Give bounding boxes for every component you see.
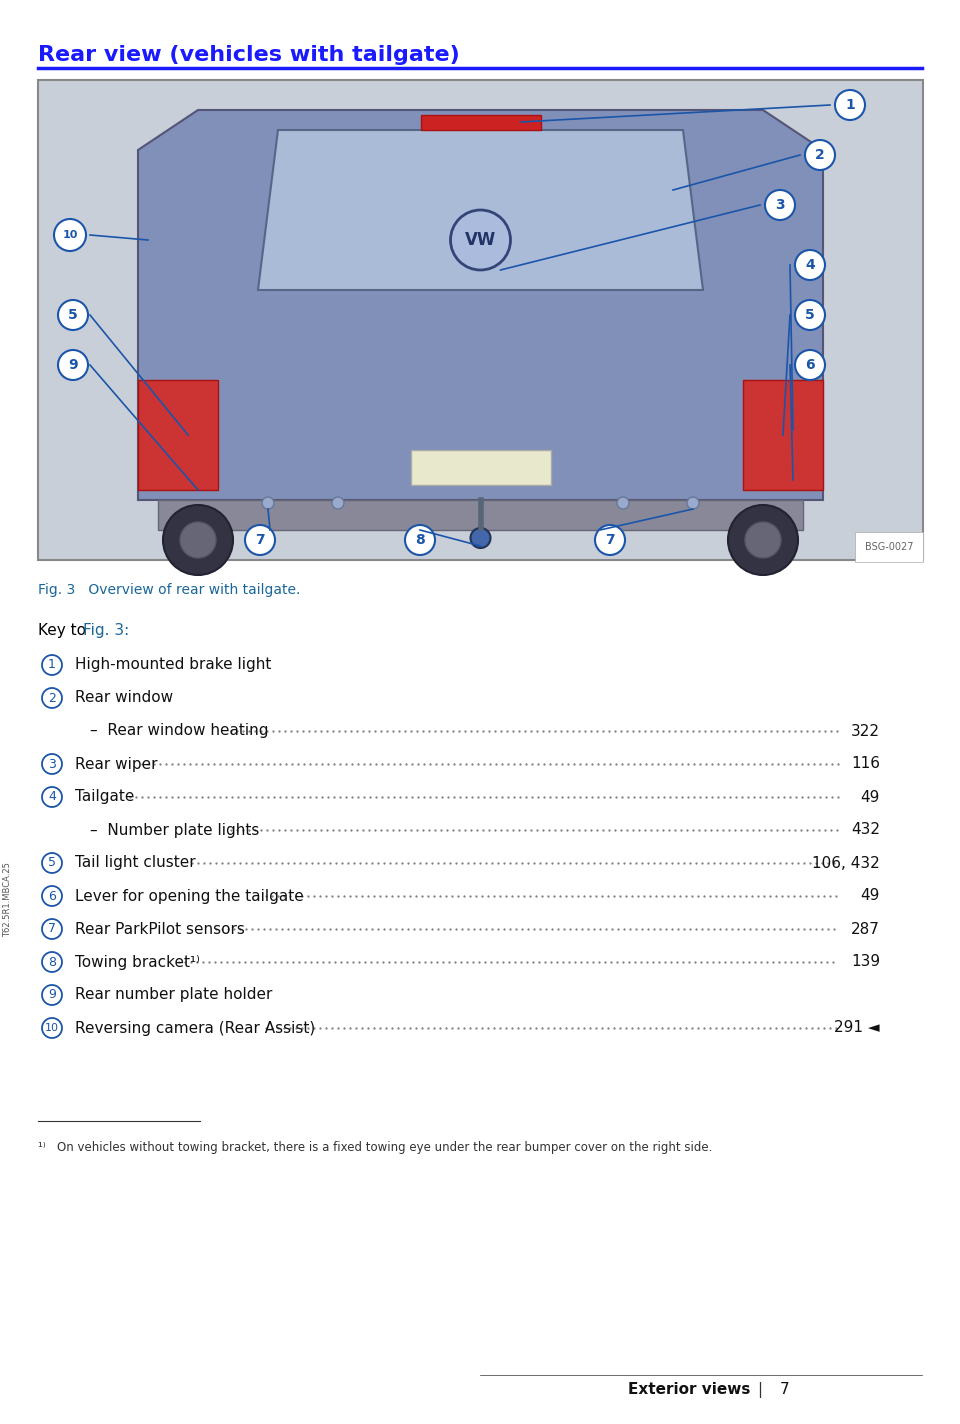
Circle shape — [180, 523, 216, 558]
Text: 7: 7 — [48, 923, 56, 936]
Circle shape — [42, 655, 62, 675]
Circle shape — [332, 497, 344, 508]
Circle shape — [262, 497, 274, 508]
Text: 139: 139 — [851, 954, 880, 970]
Text: Rear window: Rear window — [75, 691, 173, 705]
Text: 4: 4 — [48, 790, 56, 803]
Circle shape — [42, 985, 62, 1005]
Text: 7: 7 — [780, 1383, 790, 1397]
Text: 49: 49 — [860, 889, 880, 903]
Text: 106, 432: 106, 432 — [812, 856, 880, 870]
Polygon shape — [138, 110, 823, 500]
Text: 287: 287 — [852, 921, 880, 937]
Circle shape — [687, 497, 699, 508]
Text: 2: 2 — [815, 148, 825, 162]
Text: Tail light cluster: Tail light cluster — [75, 856, 196, 870]
Text: Fig. 3   Overview of rear with tailgate.: Fig. 3 Overview of rear with tailgate. — [38, 582, 300, 597]
Circle shape — [617, 497, 629, 508]
Circle shape — [58, 300, 88, 330]
Circle shape — [54, 219, 86, 251]
Text: VW: VW — [465, 231, 496, 249]
Text: 322: 322 — [851, 723, 880, 739]
Text: –  Number plate lights: – Number plate lights — [90, 823, 259, 837]
Circle shape — [765, 189, 795, 219]
Text: 3: 3 — [48, 758, 56, 770]
Text: 291 ◄: 291 ◄ — [834, 1021, 880, 1035]
Text: T62.5R1.MBCA.25: T62.5R1.MBCA.25 — [4, 863, 12, 937]
Circle shape — [795, 350, 825, 380]
Text: 8: 8 — [48, 956, 56, 968]
Text: 7: 7 — [255, 533, 265, 547]
Circle shape — [795, 300, 825, 330]
Text: Key to: Key to — [38, 622, 91, 638]
Circle shape — [470, 528, 491, 548]
FancyBboxPatch shape — [411, 450, 550, 486]
Text: 49: 49 — [860, 789, 880, 805]
FancyBboxPatch shape — [38, 80, 923, 560]
Circle shape — [795, 251, 825, 281]
Circle shape — [42, 787, 62, 807]
Text: 6: 6 — [805, 357, 815, 372]
Text: Lever for opening the tailgate: Lever for opening the tailgate — [75, 889, 303, 903]
Text: |: | — [757, 1383, 762, 1398]
Circle shape — [728, 506, 798, 575]
Circle shape — [835, 90, 865, 120]
Circle shape — [163, 506, 233, 575]
FancyBboxPatch shape — [138, 380, 218, 490]
Text: Rear view (vehicles with tailgate): Rear view (vehicles with tailgate) — [38, 46, 460, 66]
Text: 5: 5 — [68, 308, 78, 322]
Text: BSG-0027: BSG-0027 — [865, 543, 913, 553]
Text: 4: 4 — [805, 258, 815, 272]
Circle shape — [805, 140, 835, 169]
Text: 1: 1 — [48, 658, 56, 672]
Text: Rear ParkPilot sensors: Rear ParkPilot sensors — [75, 921, 245, 937]
Circle shape — [42, 918, 62, 938]
FancyBboxPatch shape — [743, 380, 823, 490]
Circle shape — [595, 525, 625, 555]
Text: 2: 2 — [48, 692, 56, 705]
Text: 10: 10 — [62, 231, 78, 241]
Text: 9: 9 — [68, 357, 78, 372]
Circle shape — [42, 953, 62, 973]
Text: 116: 116 — [851, 756, 880, 772]
Circle shape — [42, 753, 62, 775]
Text: High-mounted brake light: High-mounted brake light — [75, 658, 272, 672]
Text: Tailgate: Tailgate — [75, 789, 134, 805]
Circle shape — [58, 350, 88, 380]
Circle shape — [42, 886, 62, 906]
Text: ¹⁾   On vehicles without towing bracket, there is a fixed towing eye under the r: ¹⁾ On vehicles without towing bracket, t… — [38, 1141, 712, 1153]
Text: –  Rear window heating: – Rear window heating — [90, 723, 269, 739]
Circle shape — [450, 209, 511, 271]
Text: 10: 10 — [45, 1022, 59, 1032]
Text: 5: 5 — [48, 856, 56, 870]
Text: Rear number plate holder: Rear number plate holder — [75, 987, 273, 1002]
Text: 8: 8 — [415, 533, 425, 547]
Text: 3: 3 — [775, 198, 785, 212]
Text: Reversing camera (Rear Assist): Reversing camera (Rear Assist) — [75, 1021, 315, 1035]
Text: Exterior views: Exterior views — [628, 1383, 750, 1397]
Circle shape — [405, 525, 435, 555]
Text: 5: 5 — [805, 308, 815, 322]
Circle shape — [42, 853, 62, 873]
FancyBboxPatch shape — [420, 115, 540, 130]
Text: Towing bracket¹⁾: Towing bracket¹⁾ — [75, 954, 200, 970]
Circle shape — [42, 1018, 62, 1038]
FancyBboxPatch shape — [158, 500, 803, 530]
Text: 9: 9 — [48, 988, 56, 1001]
Text: Fig. 3:: Fig. 3: — [83, 622, 130, 638]
Text: 1: 1 — [845, 98, 854, 112]
Text: 432: 432 — [851, 823, 880, 837]
Text: Rear wiper: Rear wiper — [75, 756, 157, 772]
Polygon shape — [258, 130, 703, 290]
Text: 6: 6 — [48, 890, 56, 903]
Circle shape — [745, 523, 781, 558]
Text: 7: 7 — [605, 533, 614, 547]
Circle shape — [245, 525, 275, 555]
Circle shape — [42, 688, 62, 708]
